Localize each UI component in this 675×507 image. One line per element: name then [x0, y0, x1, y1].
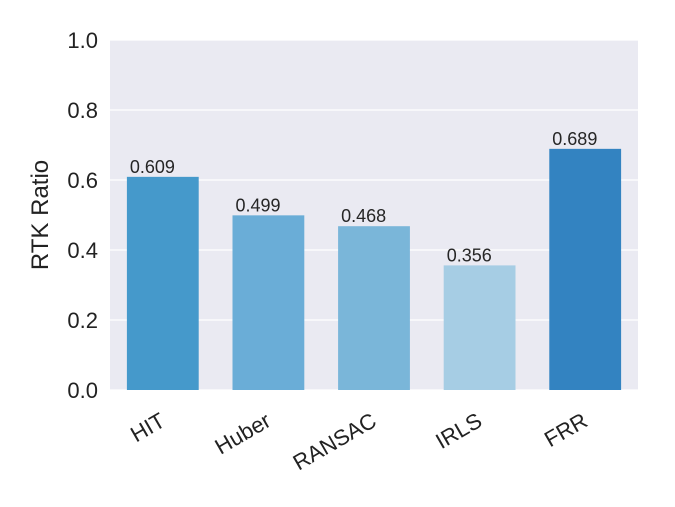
y-tick-label: 0.2 — [67, 308, 98, 333]
y-tick-label: 1.0 — [67, 28, 98, 53]
value-label-huber: 0.499 — [235, 195, 280, 215]
y-tick-label: 0.4 — [67, 238, 98, 263]
bar-irls — [443, 265, 516, 390]
y-tick-labels: 0.0 0.2 0.4 0.6 0.8 1.0 — [67, 28, 98, 403]
bar-hit — [126, 176, 199, 390]
y-tick-label: 0.6 — [67, 168, 98, 193]
y-tick-label: 0.8 — [67, 98, 98, 123]
value-label-hit: 0.609 — [130, 157, 175, 177]
x-tick-labels: HIT Huber RANSAC IRLS FRR — [126, 408, 592, 476]
x-tick-label-huber: Huber — [211, 408, 275, 460]
x-tick-label-ransac: RANSAC — [289, 408, 381, 476]
x-tick-label-frr: FRR — [540, 408, 592, 452]
value-label-irls: 0.356 — [447, 245, 492, 265]
bar-ransac — [338, 226, 410, 390]
value-label-ransac: 0.468 — [341, 206, 386, 226]
bar-frr — [549, 148, 622, 390]
y-axis-title: RTK Ratio — [27, 160, 54, 270]
x-tick-label-hit: HIT — [126, 408, 169, 447]
x-tick-label-irls: IRLS — [431, 408, 486, 454]
bars — [126, 148, 622, 390]
y-tick-label: 0.0 — [67, 378, 98, 403]
value-labels: 0.609 0.499 0.468 0.356 0.689 — [130, 129, 597, 266]
value-label-frr: 0.689 — [552, 129, 597, 149]
bar-huber — [232, 215, 305, 390]
